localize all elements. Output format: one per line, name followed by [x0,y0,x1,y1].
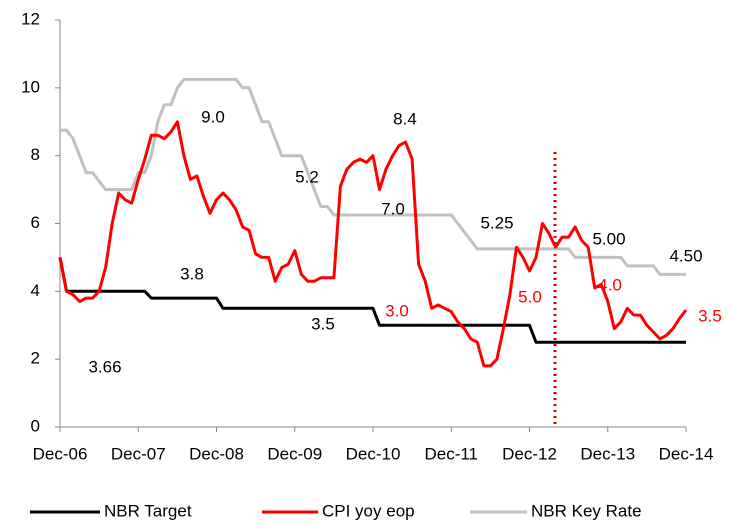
x-tick-label: Dec-13 [580,444,635,463]
y-tick-label: 0 [31,416,40,435]
y-tick-label: 10 [21,77,40,96]
annotation: 3.8 [180,264,204,283]
annotation: 3.5 [311,314,335,333]
legend-label: NBR Target [104,501,192,520]
series-line [60,77,686,276]
annotation: 5.25 [480,213,513,232]
annotation: 5.2 [295,167,319,186]
y-tick-label: 2 [31,349,40,368]
annotation: 3.0 [385,301,409,320]
y-tick-label: 4 [31,281,40,300]
annotation: 5.00 [592,229,625,248]
legend-label: CPI yoy eop [322,501,415,520]
x-tick-label: Dec-10 [346,444,401,463]
series-line [58,257,686,344]
x-tick-label: Dec-14 [659,444,714,463]
x-tick-label: Dec-12 [502,444,557,463]
annotation: 8.4 [393,109,417,128]
x-tick-label: Dec-08 [189,444,244,463]
y-tick-label: 12 [21,9,40,28]
legend-label: NBR Key Rate [531,501,642,520]
annotation: 4.0 [598,275,622,294]
x-tick-label: Dec-11 [424,444,478,463]
annotation: 9.0 [201,107,225,126]
y-tick-label: 6 [31,213,40,232]
y-tick-label: 8 [31,145,40,164]
annotation: 3.5 [698,306,722,325]
annotation: 5.0 [518,287,542,306]
series-line [58,120,688,368]
annotation: 3.66 [88,357,121,376]
annotation: 4.50 [669,246,702,265]
x-tick-label: Dec-09 [267,444,322,463]
x-tick-label: Dec-07 [111,444,166,463]
annotation: 7.0 [381,199,405,218]
x-tick-label: Dec-06 [33,444,88,463]
